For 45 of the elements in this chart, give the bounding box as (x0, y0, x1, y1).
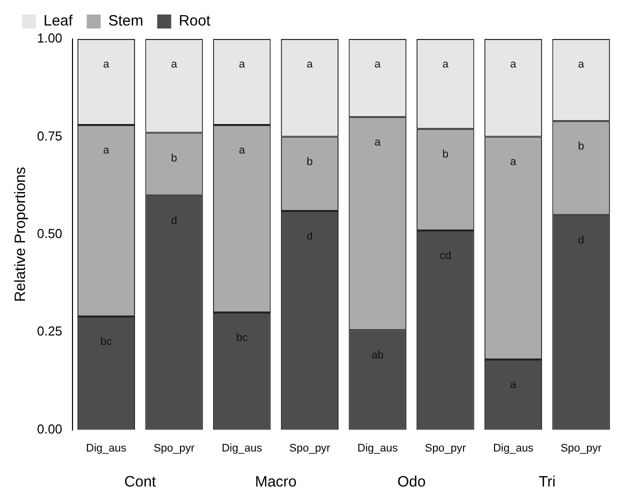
data-label: a (510, 156, 518, 168)
data-label: a (306, 58, 314, 71)
x-tick-label: Dig_aus (86, 442, 127, 454)
y-axis-title: Relative Proportions (12, 166, 30, 302)
data-label: a (103, 58, 110, 71)
legend-label: Root (178, 12, 212, 30)
x-tick-label: Spo_pyr (560, 442, 602, 454)
x-tick-label: Spo_pyr (154, 442, 195, 454)
data-label: a (170, 58, 178, 71)
text: Macro (254, 474, 297, 491)
text: Tri (538, 474, 556, 491)
text: Odo (397, 474, 426, 491)
x-tick-label: Spo_pyr (424, 442, 466, 454)
y-tick-label: 0.00 (36, 421, 62, 436)
x-tick-label: Dig_aus (493, 442, 534, 454)
data-label: a (238, 144, 246, 157)
y-tick-label: 1.00 (36, 30, 62, 46)
data-label: cd (440, 250, 452, 262)
text: Cont (124, 474, 157, 491)
data-label: a (103, 144, 110, 157)
data-label: a (374, 58, 382, 71)
data-label: a (510, 58, 518, 71)
data-label: a (374, 136, 382, 149)
data-label: a (510, 378, 518, 391)
x-tick-label: Dig_aus (222, 442, 263, 454)
data-label: d (578, 234, 584, 246)
data-label: a (442, 58, 450, 71)
data-label: b (578, 140, 584, 153)
data-label: bc (100, 336, 113, 348)
data-label: bc (236, 332, 248, 344)
x-tick-label: Spo_pyr (289, 442, 331, 454)
data-label: a (238, 58, 246, 71)
data-label: d (306, 230, 313, 242)
y-tick-label: 0.75 (36, 128, 62, 144)
data-label: b (170, 152, 178, 164)
data-label: b (442, 148, 448, 160)
data-label: ab (371, 350, 384, 362)
data-label: d (170, 214, 178, 227)
y-tick-label: 0.50 (36, 226, 62, 241)
legend-label: Stem (108, 12, 144, 30)
data-label: a (578, 58, 586, 71)
legend-label: Leaf (44, 12, 74, 30)
data-label: b (306, 156, 313, 168)
x-tick-label: Dig_aus (357, 442, 398, 454)
y-tick-label: 0.25 (36, 324, 62, 339)
